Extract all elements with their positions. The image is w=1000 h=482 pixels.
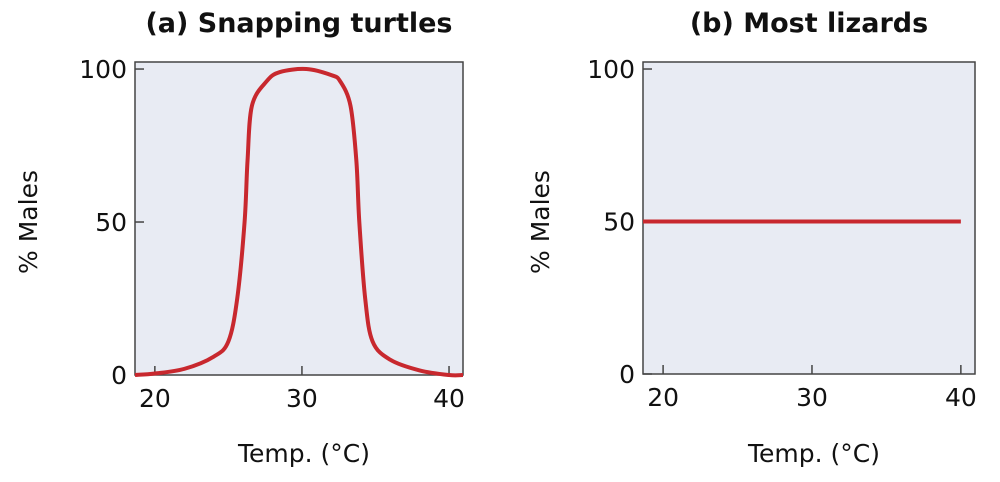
x-tick-label: 20 — [647, 383, 679, 412]
x-tick-label: 40 — [945, 383, 977, 412]
y-tick-label: 50 — [95, 208, 127, 237]
x-tick-label: 20 — [139, 384, 171, 413]
y-axis-label: % Males — [526, 170, 555, 274]
y-axis-label: % Males — [14, 170, 43, 274]
x-axis-label: Temp. (°C) — [747, 439, 880, 468]
x-tick-label: 30 — [796, 383, 828, 412]
panel-b: (b) Most lizards 0 50 100 20 30 40 Temp. (°C) % … — [526, 8, 977, 468]
y-tick-label: 0 — [619, 360, 635, 389]
panel-a: (a) Snapping turtles 0 50 100 20 30 40 Temp. (°… — [14, 8, 465, 468]
y-tick-label: 50 — [603, 208, 635, 237]
y-tick-label: 100 — [587, 55, 635, 84]
x-tick-label: 40 — [433, 384, 465, 413]
chart-title: (a) Snapping turtles — [145, 8, 452, 39]
plot-area — [642, 61, 976, 375]
y-tick-label: 100 — [79, 55, 127, 84]
plot-area — [134, 61, 464, 376]
y-tick-label: 0 — [111, 361, 127, 390]
x-axis-label: Temp. (°C) — [237, 439, 370, 468]
series-line — [134, 66, 464, 378]
x-tick-label: 30 — [286, 384, 318, 413]
chart-title: (b) Most lizards — [690, 8, 928, 39]
